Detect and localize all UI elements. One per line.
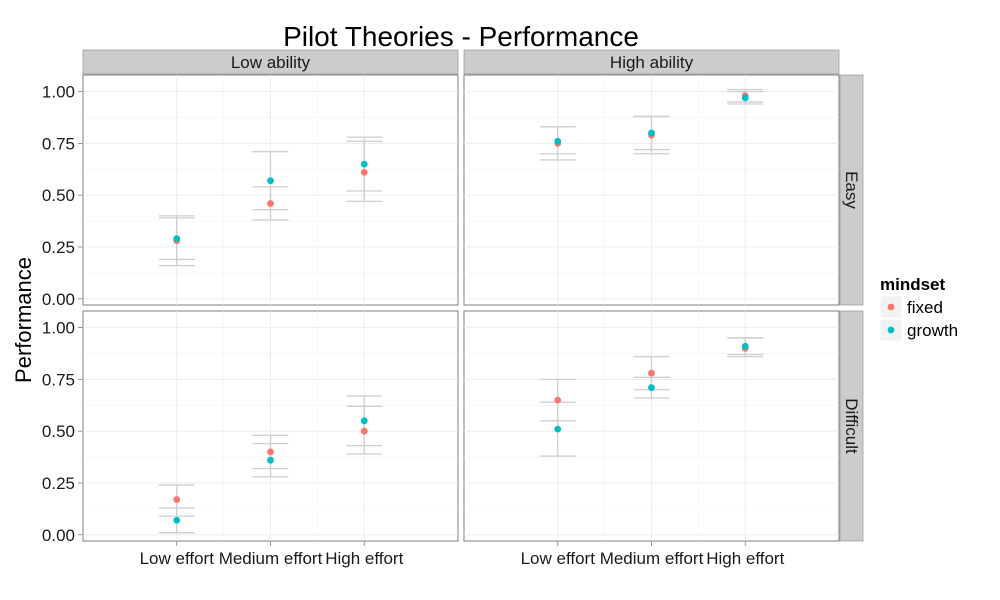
panel bbox=[463, 310, 840, 542]
column-strip-label: Low ability bbox=[231, 53, 311, 72]
row-strip: Easy bbox=[839, 74, 864, 306]
data-point-growth bbox=[267, 456, 274, 464]
legend-label: fixed bbox=[907, 298, 943, 317]
data-point-growth bbox=[741, 342, 749, 350]
x-tick-label: Medium effort bbox=[219, 549, 323, 568]
data-point-growth bbox=[360, 160, 368, 168]
legend-title: mindset bbox=[880, 275, 946, 294]
y-tick-label: 0.50 bbox=[42, 422, 75, 441]
data-point-growth bbox=[360, 417, 368, 425]
row-strip-bg bbox=[839, 74, 864, 306]
data-point-fixed bbox=[648, 369, 655, 377]
row-strip-bg bbox=[839, 310, 864, 542]
chart-title: Pilot Theories - Performance bbox=[283, 21, 639, 52]
y-tick-label: 0.75 bbox=[42, 370, 75, 389]
data-point-growth bbox=[267, 177, 274, 185]
legend-key-point bbox=[887, 303, 895, 311]
column-strip: High ability bbox=[463, 49, 840, 75]
data-point-growth bbox=[173, 516, 181, 524]
data-point-growth bbox=[554, 425, 562, 433]
column-strip: Low ability bbox=[82, 49, 459, 75]
y-tick-label: 0.50 bbox=[42, 186, 75, 205]
data-point-growth bbox=[648, 384, 655, 392]
column-strip-bg bbox=[82, 49, 459, 75]
data-point-fixed bbox=[360, 168, 368, 176]
row-strip-label: Difficult bbox=[842, 398, 861, 454]
data-point-fixed bbox=[360, 427, 368, 435]
column-strip-label: High ability bbox=[610, 53, 694, 72]
legend: mindset fixed growth bbox=[879, 275, 958, 342]
y-tick-label: 1.00 bbox=[42, 83, 75, 102]
x-tick-label: High effort bbox=[325, 549, 403, 568]
panel bbox=[463, 74, 840, 306]
legend-entry-growth: growth bbox=[879, 318, 958, 342]
y-tick-label: 0.75 bbox=[42, 134, 75, 153]
y-axis-title: Performance bbox=[11, 257, 36, 383]
legend-key-point bbox=[887, 326, 895, 334]
data-point-fixed bbox=[173, 496, 181, 503]
y-tick-label: 0.25 bbox=[42, 238, 75, 257]
y-tick-label: 0.25 bbox=[42, 474, 75, 493]
y-tick-label: 0.00 bbox=[42, 290, 75, 309]
x-tick-label: Low effort bbox=[521, 549, 596, 568]
data-point-fixed bbox=[267, 200, 274, 207]
column-strip-bg bbox=[463, 49, 840, 75]
y-tick-label: 0.00 bbox=[42, 526, 75, 545]
panel bbox=[82, 310, 459, 542]
data-point-growth bbox=[741, 94, 749, 102]
legend-label: growth bbox=[907, 321, 958, 340]
row-strip: Difficult bbox=[839, 310, 864, 542]
x-tick-label: High effort bbox=[706, 549, 784, 568]
data-point-fixed bbox=[554, 396, 562, 404]
x-tick-label: Medium effort bbox=[600, 549, 704, 568]
facet-panels: Low ability High ability Easy Difficult 0.00… bbox=[42, 49, 864, 568]
data-point-growth bbox=[173, 235, 181, 243]
legend-entry-fixed: fixed bbox=[879, 295, 943, 319]
data-point-growth bbox=[554, 137, 562, 145]
x-tick-label: Low effort bbox=[140, 549, 215, 568]
y-tick-label: 1.00 bbox=[42, 319, 75, 338]
data-point-growth bbox=[648, 129, 655, 137]
data-point-fixed bbox=[267, 448, 274, 456]
row-strip-label: Easy bbox=[842, 171, 861, 209]
panel bbox=[82, 74, 459, 306]
